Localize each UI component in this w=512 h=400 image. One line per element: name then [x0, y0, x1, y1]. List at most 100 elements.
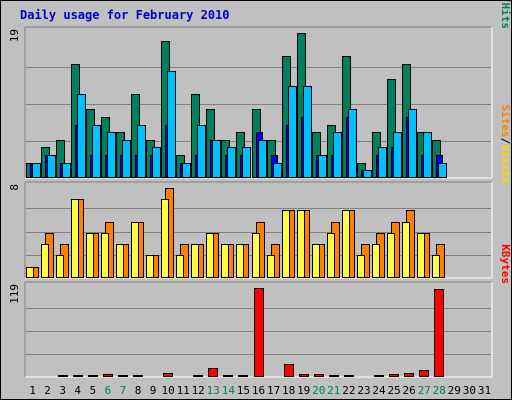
bar-pages-day-5: [92, 125, 101, 178]
bar-sites-day-22: [342, 210, 350, 278]
bar-sites-day-26: [402, 222, 410, 278]
bar-pages-day-19: [303, 86, 312, 178]
bar-kbytes-day-26: [404, 373, 414, 377]
bar-pages-day-16: [258, 140, 267, 178]
bar-pages-day-22: [348, 109, 357, 178]
bar-sites-day-15: [236, 244, 244, 278]
day-label-31: 31: [478, 384, 491, 397]
day-label-9: 9: [150, 384, 157, 397]
bar-pages-day-25: [393, 132, 402, 178]
day-label-23: 23: [357, 384, 370, 397]
bar-kbytes-day-27: [419, 370, 429, 377]
bar-sites-day-12: [191, 244, 199, 278]
bar-kbytes-day-4: [73, 375, 83, 377]
bar-sites-day-5: [86, 233, 94, 278]
bar-kbytes-day-22: [344, 375, 354, 377]
day-label-3: 3: [59, 384, 66, 397]
day-label-29: 29: [448, 384, 461, 397]
bar-pages-day-27: [423, 132, 432, 178]
panel-visits-sites-max-label: 8: [8, 184, 21, 191]
bar-kbytes-day-18: [284, 364, 294, 377]
bar-sites-day-17: [267, 255, 275, 278]
panel-visits-sites-legend: Sites/Visits: [499, 105, 511, 185]
day-label-22: 22: [342, 384, 355, 397]
bar-pages-day-9: [152, 147, 161, 178]
day-label-30: 30: [463, 384, 476, 397]
bar-sites-day-20: [312, 244, 320, 278]
panel-kbytes-legend: KBytes: [499, 244, 511, 284]
bar-sites-day-11: [176, 255, 184, 278]
bar-pages-day-24: [378, 147, 387, 178]
bar-sites-day-1: [26, 267, 34, 278]
bar-sites-day-19: [297, 210, 305, 278]
bar-pages-day-28: [438, 163, 447, 178]
panel-hits-files-pages-max-label: 19: [8, 29, 21, 42]
bar-kbytes-day-10: [163, 373, 173, 377]
bar-pages-day-1: [32, 163, 41, 178]
legend-label: Hits: [499, 3, 511, 30]
day-label-5: 5: [89, 384, 96, 397]
bar-pages-day-21: [333, 132, 342, 178]
day-label-28: 28: [433, 384, 446, 397]
bar-sites-day-7: [116, 244, 124, 278]
bar-sites-day-13: [206, 233, 214, 278]
day-label-11: 11: [177, 384, 190, 397]
day-label-27: 27: [418, 384, 431, 397]
bar-sites-day-14: [221, 244, 229, 278]
bar-pages-day-26: [408, 109, 417, 178]
panel-kbytes-max-label: 119: [8, 284, 21, 304]
legend-label: /: [499, 1, 511, 3]
day-label-21: 21: [327, 384, 340, 397]
day-label-6: 6: [105, 384, 112, 397]
bar-sites-day-16: [252, 233, 260, 278]
bar-pages-day-8: [137, 125, 146, 178]
bar-pages-day-3: [62, 163, 71, 178]
bar-pages-day-15: [242, 147, 251, 178]
bar-pages-day-20: [318, 155, 327, 178]
bar-sites-day-24: [372, 244, 380, 278]
bar-pages-day-14: [227, 147, 236, 178]
bar-sites-day-27: [417, 233, 425, 278]
bar-kbytes-day-15: [238, 375, 248, 377]
bar-sites-day-9: [146, 255, 154, 278]
bar-kbytes-day-25: [389, 374, 399, 377]
bar-kbytes-day-28: [434, 289, 444, 377]
day-label-26: 26: [402, 384, 415, 397]
day-label-19: 19: [297, 384, 310, 397]
bar-pages-day-6: [107, 132, 116, 178]
bar-pages-day-10: [167, 71, 176, 178]
day-label-1: 1: [29, 384, 36, 397]
bar-kbytes-day-13: [208, 368, 218, 377]
bar-sites-day-10: [161, 199, 169, 278]
bar-pages-day-4: [77, 94, 86, 178]
day-label-14: 14: [222, 384, 236, 397]
bar-kbytes-day-21: [329, 375, 339, 377]
day-label-13: 13: [207, 384, 220, 397]
bar-kbytes-day-16: [254, 288, 264, 377]
bar-kbytes-day-19: [299, 374, 309, 377]
bar-kbytes-day-12: [193, 375, 203, 377]
day-label-12: 12: [192, 384, 205, 397]
bar-kbytes-day-3: [58, 375, 68, 377]
day-label-8: 8: [135, 384, 142, 397]
bar-sites-day-4: [71, 199, 79, 278]
chart-title: Daily usage for February 2010: [20, 8, 230, 22]
bar-kbytes-day-7: [118, 375, 128, 377]
bar-sites-day-23: [357, 255, 365, 278]
day-label-25: 25: [387, 384, 400, 397]
bar-pages-day-17: [273, 163, 282, 178]
bar-pages-day-2: [47, 155, 56, 178]
bar-kbytes-day-6: [103, 374, 113, 377]
day-label-18: 18: [282, 384, 295, 397]
day-label-24: 24: [372, 384, 386, 397]
day-label-15: 15: [237, 384, 250, 397]
bar-pages-day-11: [182, 163, 191, 178]
day-label-2: 2: [44, 384, 51, 397]
bar-sites-day-6: [101, 233, 109, 278]
legend-label: Sites: [499, 105, 511, 138]
day-label-17: 17: [267, 384, 280, 397]
bar-sites-day-28: [432, 255, 440, 278]
bar-pages-day-7: [122, 140, 131, 178]
bar-pages-day-12: [197, 125, 206, 178]
